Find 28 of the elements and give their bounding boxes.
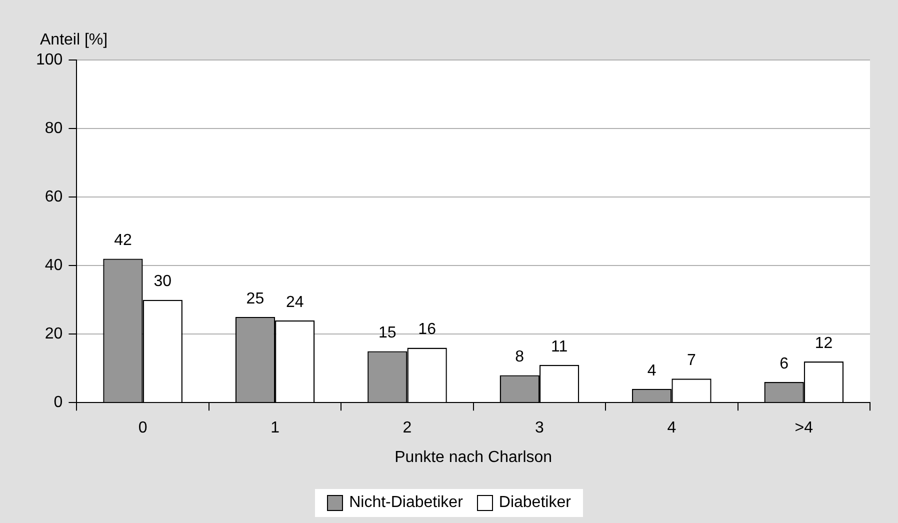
data-label: 4 [647, 362, 656, 380]
x-tick-label: 2 [402, 420, 412, 437]
y-tick-label: 0 [54, 394, 63, 412]
x-tick-label: 3 [535, 420, 544, 437]
data-label: 16 [418, 321, 436, 338]
y-axis-title: Anteil [%] [40, 31, 108, 48]
y-tick-label: 20 [44, 325, 63, 342]
data-label: 15 [378, 324, 396, 342]
y-tick-label: 80 [44, 120, 63, 137]
data-label: 25 [246, 290, 264, 308]
text: Diabetiker [498, 494, 571, 512]
x-tick-label: >4 [794, 420, 814, 437]
x-tick-label: 4 [667, 420, 676, 437]
x-tick-label: 0 [138, 420, 148, 437]
x-tick-label: 1 [270, 420, 280, 437]
data-label: 8 [515, 348, 524, 366]
legend-label: Nicht-Diabetiker [349, 494, 463, 512]
y-tick-label: 100 [36, 51, 63, 68]
y-tick-label: 60 [44, 188, 63, 206]
data-label: 24 [286, 294, 304, 311]
x-axis-title: Punkte nach Charlson [394, 448, 552, 466]
data-label: 12 [814, 334, 833, 352]
data-label: 7 [687, 352, 696, 370]
data-label: 6 [780, 355, 789, 372]
data-label: 30 [154, 273, 172, 290]
data-label: 42 [114, 232, 132, 250]
y-tick-label: 40 [44, 256, 63, 274]
data-label: 11 [550, 338, 568, 356]
